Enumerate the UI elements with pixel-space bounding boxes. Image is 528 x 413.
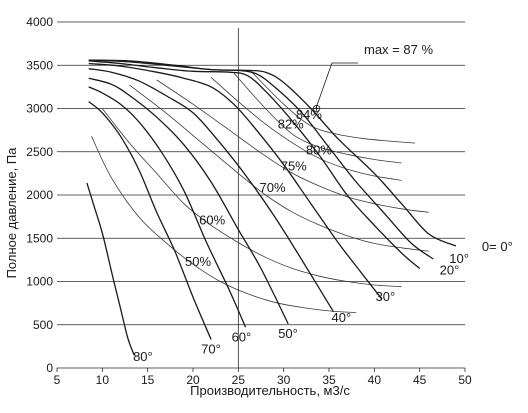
pressure-curve-40 [88,68,335,313]
y-tick-label: 1000 [26,275,53,289]
max-efficiency-label: max = 87 % [364,42,433,57]
efficiency-curve-82 [233,72,402,164]
efficiency-label-75: 75% [281,158,307,173]
y-tick-label: 0 [46,361,53,375]
efficiency-curve-60 [101,108,402,288]
x-tick-label: 45 [413,373,427,387]
series-label-50: 50° [278,326,298,341]
x-axis-title: Производительность, м3/с [190,383,350,398]
efficiency-label-84: 84% [296,107,322,122]
pressure-curve-10 [88,59,434,260]
x-tick-label: 5 [54,373,61,387]
series-label-80: 80° [133,349,153,364]
efficiency-curve-70 [129,84,429,252]
tick-labels: 0 500 1000 1500 2000 2500 3000 3500 4000 5 10 15 20 2… [26,15,472,387]
series-label-30: 30° [376,289,396,304]
series-label-0-0: 0= 0° [482,239,513,254]
series-label-60: 60° [232,329,252,344]
x-tick-label: 35 [322,373,336,387]
efficiency-curve-75 [156,79,429,213]
y-tick-label: 500 [33,318,53,332]
efficiency-label-80: 80% [306,143,332,158]
y-axis-title: Полное давление, Па [4,147,19,279]
y-tick-label: 2500 [26,145,53,159]
series-label-40: 40° [332,310,352,325]
pressure-curve-70 [88,101,212,340]
y-tick-label: 3500 [26,58,53,72]
pressure-curve-30 [88,62,383,300]
efficiency-contours [91,71,429,313]
pressure-curves [86,59,457,356]
efficiency-label-50: 50% [185,254,211,269]
pressure-curve-50 [88,77,289,325]
y-tick-label: 2000 [26,188,53,202]
y-tick-label: 4000 [26,15,53,29]
y-tick-label: 3000 [26,102,53,116]
x-tick-label: 20 [186,373,200,387]
curve-labels: 0= 0° 10°20° 30° 40° 50° 60° 70° 80° 84%82%80%75… [133,107,513,364]
x-tick-label: 15 [141,373,155,387]
efficiency-label-82: 82% [278,116,304,131]
pressure-curve-60 [88,86,247,328]
pressure-curve-20 [88,60,421,269]
efficiency-curve-80 [210,77,402,181]
y-tick-label: 1500 [26,231,53,245]
series-label-70: 70° [201,341,221,356]
max-efficiency-point: ⊕ [312,103,321,115]
x-tick-label: 30 [277,373,291,387]
series-label-20: 20° [440,263,460,278]
efficiency-curve-50 [91,136,357,313]
pressure-curve-0-0 [88,59,457,247]
pressure-curve-80 [86,182,135,356]
efficiency-curve-84 [251,71,416,144]
efficiency-label-70: 70% [260,180,286,195]
x-tick-label: 25 [232,373,246,387]
max-efficiency-leader [315,62,358,109]
efficiency-label-60: 60% [199,212,225,227]
x-tick-label: 50 [458,373,472,387]
x-tick-label: 40 [368,373,382,387]
series-label-10: 10° [449,251,469,266]
x-tick-label: 10 [96,373,110,387]
